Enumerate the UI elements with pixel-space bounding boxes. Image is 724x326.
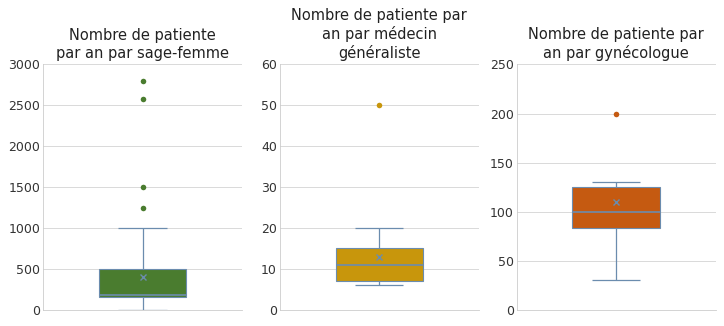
Title: Nombre de patiente par
an par gynécologue: Nombre de patiente par an par gynécologu…	[529, 27, 704, 61]
Title: Nombre de patiente
par an par sage-femme: Nombre de patiente par an par sage-femme	[56, 28, 229, 61]
Bar	[98, 269, 186, 297]
Bar	[335, 248, 423, 281]
Title: Nombre de patiente par
an par médecin
généraliste: Nombre de patiente par an par médecin gé…	[292, 8, 467, 61]
Bar	[573, 187, 660, 228]
